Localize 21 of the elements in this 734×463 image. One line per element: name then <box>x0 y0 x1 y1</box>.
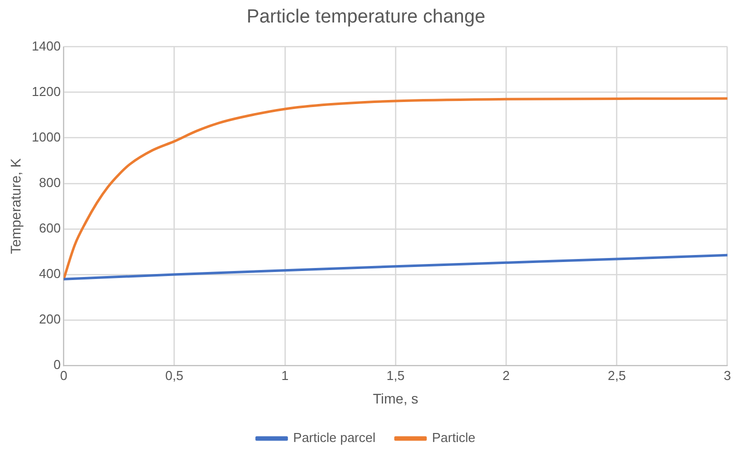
x-axis-title: Time, s <box>372 390 418 406</box>
x-tick-label: 1,5 <box>386 368 405 383</box>
legend-label: Particle <box>432 430 476 446</box>
y-axis-title: Temperature, K <box>7 158 24 254</box>
y-tick-label: 200 <box>39 312 61 327</box>
line-series <box>64 97 728 280</box>
chart-title: Particle temperature change <box>246 6 486 28</box>
x-tick-label: 2 <box>502 368 510 383</box>
x-tick-label: 3 <box>724 368 731 383</box>
y-tick-label: 0 <box>53 357 61 372</box>
y-tick-label: 1000 <box>32 129 61 144</box>
y-tick-label: 400 <box>39 266 61 282</box>
x-tick-label: 1 <box>281 368 289 383</box>
y-tick-label: 600 <box>39 220 61 236</box>
y-tick-label: 1400 <box>32 38 61 54</box>
y-tick-label: 1200 <box>32 84 61 99</box>
x-tick-label: 0,5 <box>165 368 184 383</box>
legend-label: Particle parcel <box>293 430 376 446</box>
x-tick-label: 2,5 <box>608 368 626 383</box>
y-tick-label: 800 <box>39 175 61 190</box>
line-series <box>64 254 728 280</box>
